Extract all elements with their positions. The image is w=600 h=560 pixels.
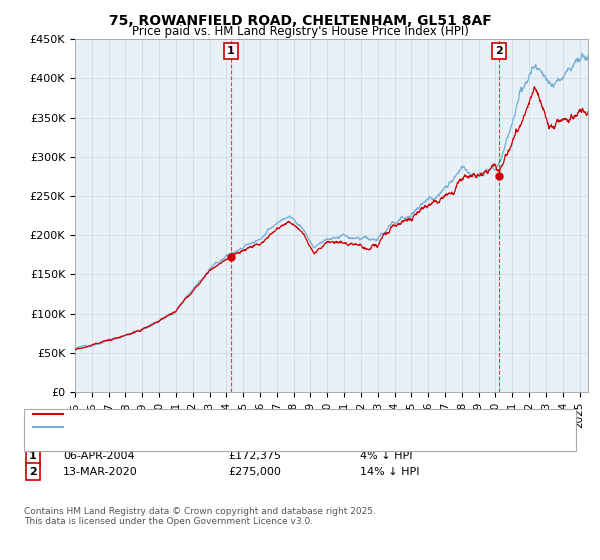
- Text: Price paid vs. HM Land Registry's House Price Index (HPI): Price paid vs. HM Land Registry's House …: [131, 25, 469, 38]
- Text: 2: 2: [29, 466, 37, 477]
- Text: 75, ROWANFIELD ROAD, CHELTENHAM, GL51 8AF: 75, ROWANFIELD ROAD, CHELTENHAM, GL51 8A…: [109, 14, 491, 28]
- Text: 06-APR-2004: 06-APR-2004: [63, 451, 134, 461]
- Text: 1: 1: [29, 451, 37, 461]
- Text: HPI: Average price, semi-detached house, Cheltenham: HPI: Average price, semi-detached house,…: [67, 422, 340, 432]
- Text: 14% ↓ HPI: 14% ↓ HPI: [360, 466, 419, 477]
- Text: £172,375: £172,375: [228, 451, 281, 461]
- Text: 1: 1: [227, 46, 235, 56]
- Text: Contains HM Land Registry data © Crown copyright and database right 2025.
This d: Contains HM Land Registry data © Crown c…: [24, 507, 376, 526]
- Text: 2: 2: [495, 46, 503, 56]
- Text: 4% ↓ HPI: 4% ↓ HPI: [360, 451, 413, 461]
- Text: 75, ROWANFIELD ROAD, CHELTENHAM, GL51 8AF (semi-detached house): 75, ROWANFIELD ROAD, CHELTENHAM, GL51 8A…: [67, 410, 431, 420]
- Text: £275,000: £275,000: [228, 466, 281, 477]
- Text: 13-MAR-2020: 13-MAR-2020: [63, 466, 138, 477]
